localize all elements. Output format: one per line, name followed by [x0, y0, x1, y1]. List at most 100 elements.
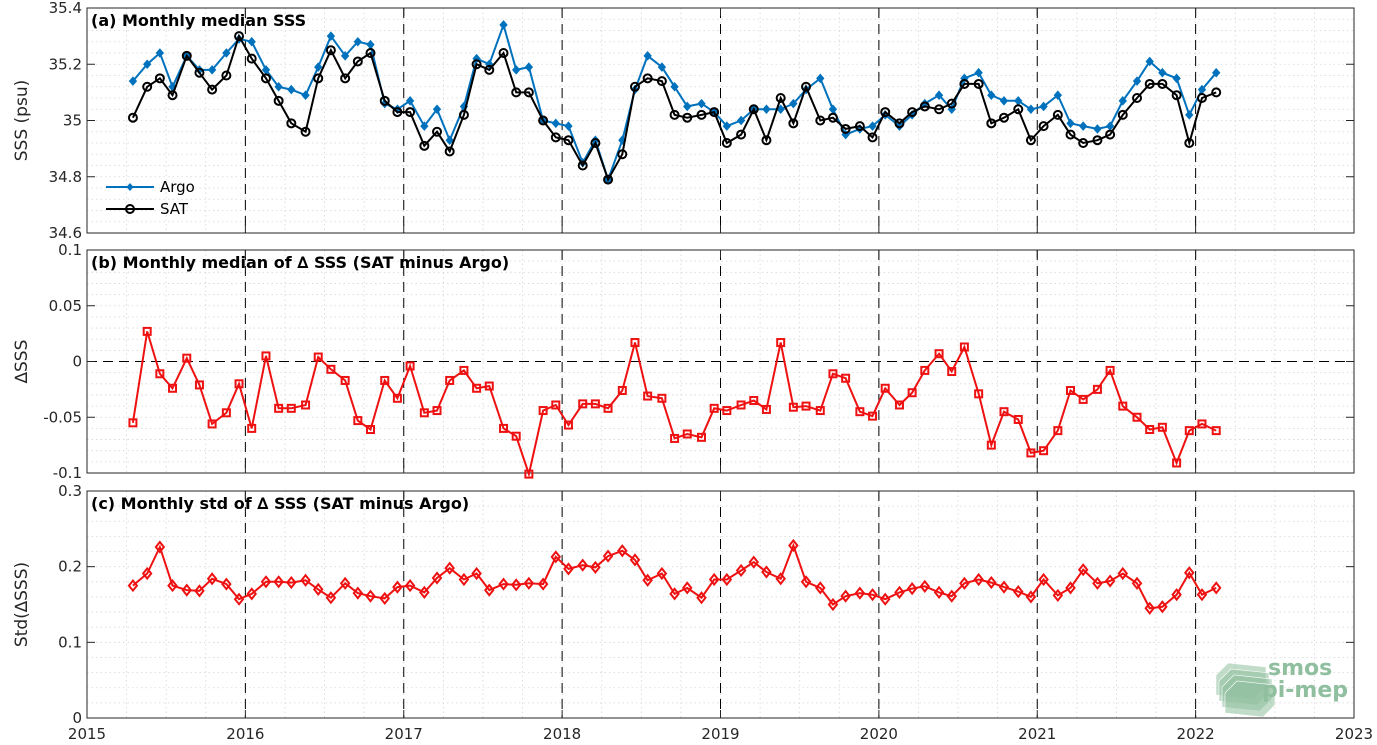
data-point — [524, 469, 534, 479]
data-point — [815, 406, 825, 416]
data-point — [420, 121, 429, 131]
legend-label: SAT — [160, 200, 189, 218]
data-point — [721, 138, 732, 148]
data-point — [590, 138, 601, 148]
data-point — [458, 109, 469, 120]
data-point — [643, 391, 653, 401]
data-point — [999, 407, 1009, 417]
y-tick-label: 0 — [72, 353, 82, 371]
data-point — [736, 400, 746, 410]
data-point — [404, 578, 416, 593]
data-point — [128, 418, 138, 428]
data-point — [736, 129, 747, 140]
data-point — [1197, 419, 1207, 429]
data-point — [577, 160, 588, 171]
x-tick-label: 2018 — [543, 725, 581, 743]
data-point — [1039, 446, 1049, 456]
data-point — [841, 373, 851, 383]
series-delta-1 — [128, 326, 1221, 479]
data-point — [155, 369, 165, 379]
y-tick-label: 34.6 — [49, 224, 82, 242]
data-point — [392, 580, 403, 594]
data-point — [1144, 78, 1155, 89]
data-point — [1065, 581, 1076, 595]
data-point — [538, 406, 548, 416]
data-point — [365, 589, 376, 603]
data-point — [788, 538, 799, 553]
data-point — [1118, 401, 1128, 411]
data-point — [365, 425, 375, 435]
data-point — [642, 573, 653, 587]
data-point — [603, 403, 613, 413]
x-tick-label: 2015 — [68, 725, 106, 743]
data-point — [1171, 588, 1182, 602]
data-point — [895, 121, 904, 131]
data-point — [854, 121, 865, 132]
data-point — [800, 575, 812, 589]
data-point — [617, 385, 627, 395]
data-point — [1184, 426, 1194, 436]
data-point — [484, 381, 494, 391]
data-point — [380, 375, 390, 385]
data-point — [564, 121, 573, 131]
y-axis-title: Std(∆SSS) — [12, 562, 32, 647]
series-delta-2 — [127, 538, 1222, 615]
data-point — [683, 101, 692, 112]
data-point — [656, 566, 668, 581]
data-point — [1210, 581, 1222, 595]
data-point — [934, 104, 945, 115]
data-point — [590, 560, 601, 575]
data-point — [814, 581, 826, 595]
data-point — [696, 591, 707, 605]
data-point — [1012, 585, 1024, 599]
data-point — [444, 146, 455, 157]
data-point — [696, 432, 706, 442]
data-point — [168, 383, 178, 393]
data-point — [986, 575, 997, 590]
logo-sheet — [1224, 680, 1276, 718]
data-point — [816, 73, 825, 84]
data-point — [207, 65, 217, 75]
data-point — [577, 558, 588, 572]
data-point — [1185, 110, 1194, 120]
data-point — [749, 396, 759, 406]
data-point — [1157, 78, 1168, 89]
data-point — [1105, 365, 1115, 375]
data-point — [933, 585, 945, 599]
data-point — [1172, 73, 1181, 84]
data-point — [1039, 101, 1048, 112]
data-point — [947, 367, 957, 377]
data-point — [827, 597, 839, 612]
data-point — [194, 67, 205, 78]
data-point — [563, 135, 574, 146]
data-point — [1092, 384, 1102, 394]
data-point — [1025, 590, 1037, 604]
data-point — [998, 112, 1009, 123]
data-point — [432, 406, 442, 416]
data-point — [1038, 121, 1049, 132]
data-point — [512, 65, 521, 75]
data-point — [1117, 109, 1128, 120]
logo-line2: pi-mep — [1262, 678, 1348, 703]
data-point — [233, 592, 245, 606]
data-point — [1013, 414, 1023, 424]
data-point — [946, 98, 957, 109]
data-point — [907, 388, 917, 398]
data-point — [880, 107, 891, 118]
data-point — [1066, 385, 1076, 395]
data-point — [1026, 104, 1036, 115]
data-point — [1132, 93, 1143, 103]
data-point — [246, 53, 257, 64]
x-tick-label: 2023 — [1335, 725, 1373, 743]
data-point — [1026, 448, 1036, 458]
data-point — [551, 118, 560, 129]
data-point — [708, 572, 720, 587]
data-point — [524, 62, 534, 72]
data-point — [499, 423, 509, 433]
data-point — [194, 380, 204, 390]
y-tick-label: 0.05 — [49, 297, 82, 315]
data-point — [1196, 93, 1207, 103]
panel-1: 34.6 34.8 35 35.2 35.4 SSS (psu) (a) Monthly m… — [12, 0, 1355, 242]
data-point — [920, 365, 930, 375]
data-point — [643, 51, 652, 61]
